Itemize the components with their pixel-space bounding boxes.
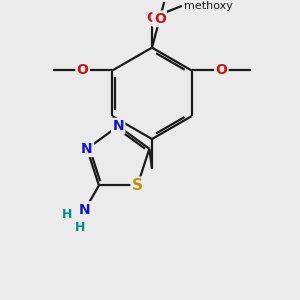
Text: methoxy: methoxy (184, 1, 233, 11)
Text: O: O (77, 64, 88, 77)
Text: N: N (79, 202, 91, 217)
Text: O: O (154, 12, 166, 26)
Text: H: H (75, 221, 85, 234)
Text: O: O (215, 64, 227, 77)
Text: O: O (146, 11, 158, 25)
Text: S: S (132, 178, 143, 193)
Text: N: N (81, 142, 93, 156)
Text: H: H (62, 208, 72, 221)
Text: N: N (112, 119, 124, 133)
